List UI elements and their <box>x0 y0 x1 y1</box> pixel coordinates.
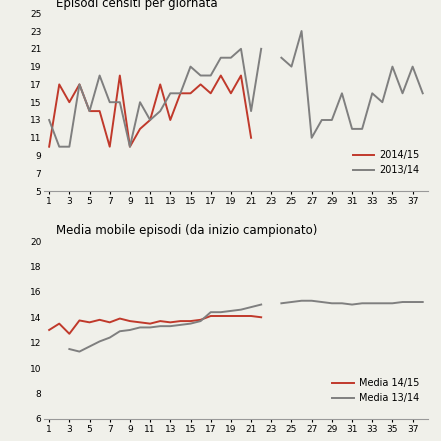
2014/15 <box>248 135 254 140</box>
Media 13/14 <box>107 335 112 340</box>
Media 14/15 <box>67 331 72 336</box>
2014/15 <box>127 144 133 149</box>
Line: 2014/15: 2014/15 <box>49 75 251 147</box>
Text: Media mobile episodi (da inizio campionato): Media mobile episodi (da inizio campiona… <box>56 224 317 237</box>
2013/14 <box>147 117 153 123</box>
2013/14 <box>258 46 264 52</box>
2014/15 <box>97 108 102 114</box>
Media 13/14 <box>238 307 243 312</box>
2014/15 <box>67 100 72 105</box>
Media 14/15 <box>97 317 102 322</box>
2013/14 <box>157 108 163 114</box>
Media 14/15 <box>127 318 133 324</box>
2013/14 <box>218 55 224 60</box>
2013/14 <box>137 100 142 105</box>
Media 13/14 <box>97 339 102 344</box>
2013/14 <box>97 73 102 78</box>
Media 14/15 <box>188 318 193 324</box>
2014/15 <box>168 117 173 123</box>
2013/14 <box>198 73 203 78</box>
Media 13/14 <box>117 329 123 334</box>
2014/15 <box>117 73 123 78</box>
2013/14 <box>178 91 183 96</box>
2013/14 <box>87 108 92 114</box>
Media 14/15 <box>87 320 92 325</box>
2013/14 <box>67 144 72 149</box>
Media 14/15 <box>56 321 62 326</box>
2014/15 <box>228 91 234 96</box>
2013/14 <box>127 144 133 149</box>
2014/15 <box>137 126 142 131</box>
Media 13/14 <box>228 308 234 314</box>
2013/14 <box>248 108 254 114</box>
2013/14 <box>238 46 243 52</box>
2013/14 <box>56 144 62 149</box>
Media 14/15 <box>198 317 203 322</box>
Legend: 2014/15, 2013/14: 2014/15, 2013/14 <box>349 146 423 179</box>
Media 14/15 <box>157 318 163 324</box>
2013/14 <box>77 82 82 87</box>
Media 13/14 <box>77 349 82 354</box>
Media 14/15 <box>238 314 243 319</box>
2013/14 <box>208 73 213 78</box>
Media 13/14 <box>147 325 153 330</box>
2014/15 <box>218 73 224 78</box>
Legend: Media 14/15, Media 13/14: Media 14/15, Media 13/14 <box>329 374 423 407</box>
Media 13/14 <box>178 322 183 328</box>
Media 14/15 <box>117 316 123 321</box>
Media 13/14 <box>127 327 133 333</box>
Media 13/14 <box>188 321 193 326</box>
Media 14/15 <box>208 314 213 319</box>
Media 14/15 <box>168 320 173 325</box>
Media 13/14 <box>137 325 142 330</box>
2014/15 <box>87 108 92 114</box>
Media 13/14 <box>258 302 264 307</box>
Media 13/14 <box>157 324 163 329</box>
Media 14/15 <box>258 314 264 320</box>
2013/14 <box>107 100 112 105</box>
Media 14/15 <box>147 321 153 326</box>
2014/15 <box>77 82 82 87</box>
2014/15 <box>56 82 62 87</box>
2013/14 <box>117 100 123 105</box>
2013/14 <box>168 91 173 96</box>
Media 14/15 <box>46 327 52 333</box>
Media 13/14 <box>168 324 173 329</box>
2014/15 <box>107 144 112 149</box>
2013/14 <box>228 55 234 60</box>
2014/15 <box>238 73 243 78</box>
Media 14/15 <box>77 318 82 323</box>
Media 14/15 <box>107 320 112 325</box>
Media 14/15 <box>137 320 142 325</box>
2013/14 <box>46 117 52 123</box>
2014/15 <box>147 117 153 123</box>
Line: Media 14/15: Media 14/15 <box>49 316 261 334</box>
Media 13/14 <box>198 318 203 324</box>
Media 13/14 <box>67 346 72 351</box>
2014/15 <box>198 82 203 87</box>
2014/15 <box>46 144 52 149</box>
2013/14 <box>188 64 193 69</box>
Media 14/15 <box>228 314 234 319</box>
2014/15 <box>188 91 193 96</box>
Media 14/15 <box>218 314 224 319</box>
Line: Media 13/14: Media 13/14 <box>69 305 261 351</box>
Text: Episodi censiti per giornata: Episodi censiti per giornata <box>56 0 217 10</box>
Media 13/14 <box>248 304 254 310</box>
2014/15 <box>178 91 183 96</box>
Media 14/15 <box>248 314 254 319</box>
Media 13/14 <box>87 344 92 349</box>
Media 13/14 <box>208 310 213 315</box>
2014/15 <box>157 82 163 87</box>
Line: 2013/14: 2013/14 <box>49 49 261 147</box>
2014/15 <box>208 91 213 96</box>
Media 14/15 <box>178 318 183 324</box>
Media 13/14 <box>218 310 224 315</box>
